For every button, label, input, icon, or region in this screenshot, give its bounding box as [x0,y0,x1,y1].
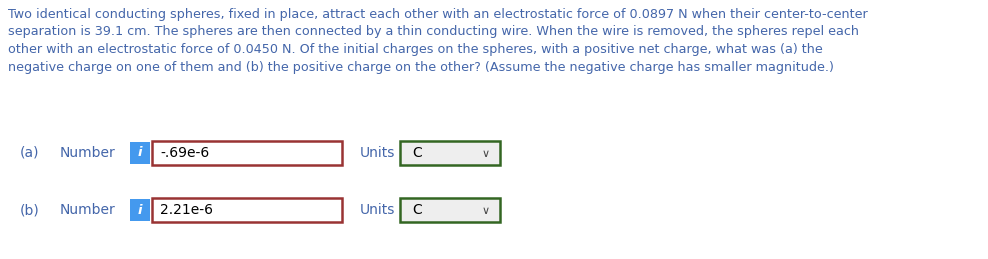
Text: 2.21e-6: 2.21e-6 [160,203,213,217]
FancyBboxPatch shape [400,198,500,222]
Text: Number: Number [60,146,116,160]
Text: -.69e-6: -.69e-6 [160,146,209,160]
FancyBboxPatch shape [130,142,150,164]
FancyBboxPatch shape [130,199,150,221]
Text: ∨: ∨ [482,149,490,159]
Text: Units: Units [360,203,395,217]
Text: ∨: ∨ [482,206,490,216]
Text: (a): (a) [20,146,40,160]
Text: i: i [137,147,142,160]
Text: C: C [412,146,422,160]
Text: C: C [412,203,422,217]
Text: negative charge on one of them and (b) the positive charge on the other? (Assume: negative charge on one of them and (b) t… [8,61,834,74]
Text: (b): (b) [20,203,40,217]
FancyBboxPatch shape [400,141,500,165]
FancyBboxPatch shape [152,141,342,165]
Text: separation is 39.1 cm. The spheres are then connected by a thin conducting wire.: separation is 39.1 cm. The spheres are t… [8,25,859,39]
Text: other with an electrostatic force of 0.0450 N. Of the initial charges on the sph: other with an electrostatic force of 0.0… [8,43,823,56]
Text: Number: Number [60,203,116,217]
FancyBboxPatch shape [152,198,342,222]
Text: Units: Units [360,146,395,160]
Text: i: i [137,204,142,217]
Text: Two identical conducting spheres, fixed in place, attract each other with an ele: Two identical conducting spheres, fixed … [8,8,867,21]
